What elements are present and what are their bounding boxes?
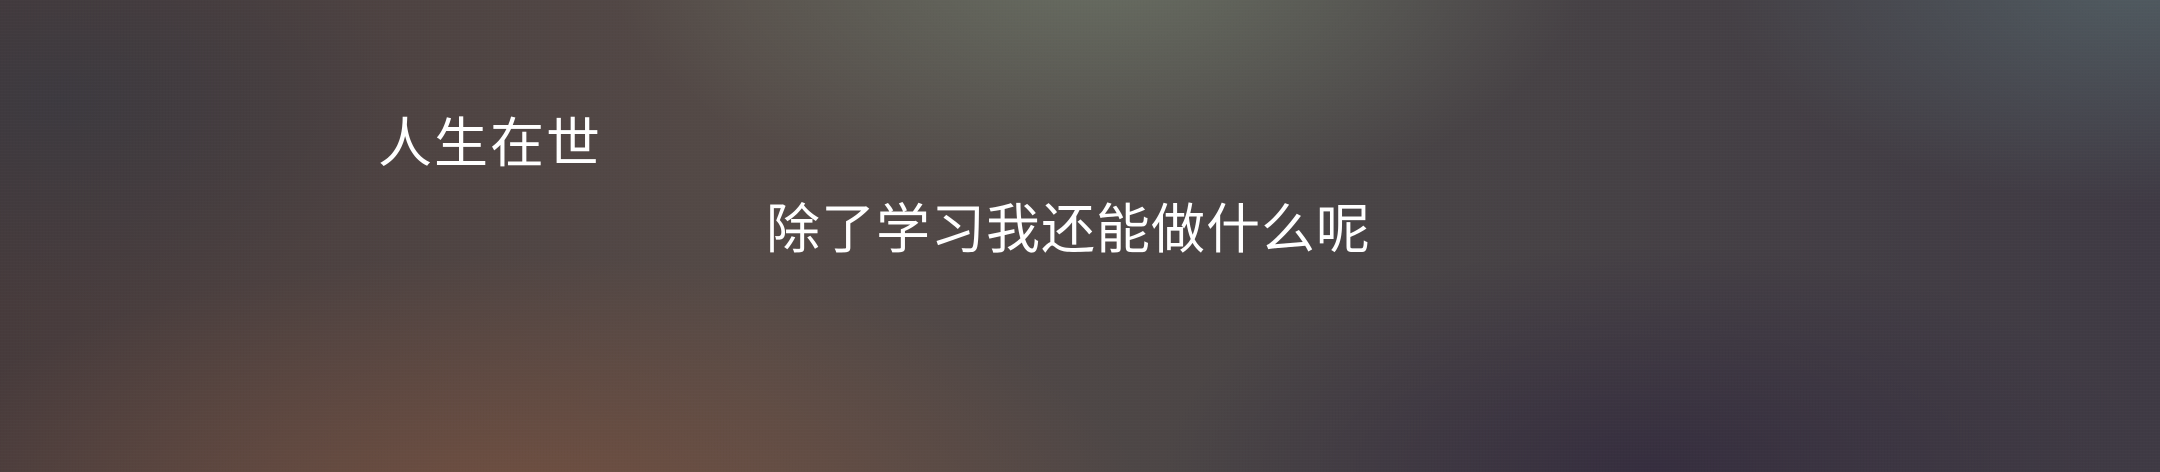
banner-heading: 人生在世 <box>378 112 602 175</box>
banner-subheading: 除了学习我还能做什么呢 <box>766 198 1371 261</box>
